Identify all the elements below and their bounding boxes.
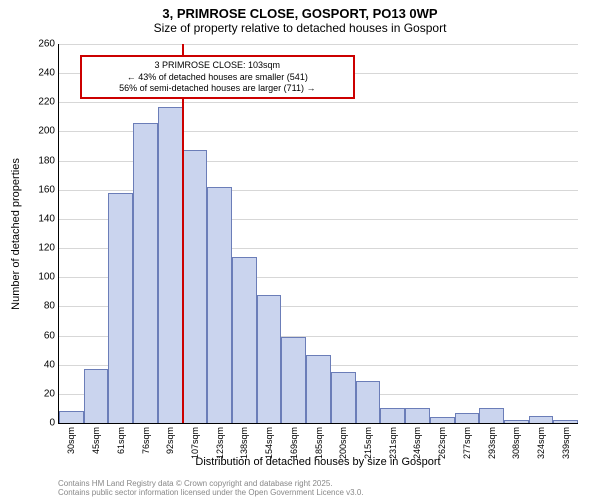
- x-tick-label: 61sqm: [116, 427, 126, 454]
- y-tick-label: 100: [38, 272, 55, 283]
- x-tick-label: 185sqm: [314, 427, 324, 459]
- x-tick-label: 45sqm: [91, 427, 101, 454]
- x-tick-label: 324sqm: [536, 427, 546, 459]
- y-tick-label: 0: [49, 418, 55, 429]
- x-tick-label: 107sqm: [190, 427, 200, 459]
- annotation-line3: 56% of semi-detached houses are larger (…: [88, 83, 347, 94]
- reference-marker-line: [182, 44, 184, 423]
- x-tick-label: 246sqm: [412, 427, 422, 459]
- histogram-bar: [455, 413, 480, 423]
- y-tick-label: 40: [44, 359, 55, 370]
- x-tick-label: 76sqm: [141, 427, 151, 454]
- x-tick-label: 138sqm: [239, 427, 249, 459]
- annotation-box: 3 PRIMROSE CLOSE: 103sqm ← 43% of detach…: [80, 55, 355, 99]
- histogram-bar: [281, 337, 306, 423]
- y-tick-label: 180: [38, 155, 55, 166]
- y-axis-label: Number of detached properties: [10, 158, 22, 310]
- histogram-bar: [306, 355, 331, 424]
- histogram-bar: [207, 187, 232, 423]
- footer-attribution: Contains HM Land Registry data © Crown c…: [58, 480, 364, 498]
- x-tick-label: 92sqm: [165, 427, 175, 454]
- x-tick-label: 169sqm: [289, 427, 299, 459]
- y-tick-label: 20: [44, 388, 55, 399]
- x-tick-label: 262sqm: [437, 427, 447, 459]
- x-tick-label: 215sqm: [363, 427, 373, 459]
- y-tick-label: 260: [38, 39, 55, 50]
- histogram-bar: [133, 123, 158, 423]
- x-tick-label: 200sqm: [338, 427, 348, 459]
- chart-container: 3, PRIMROSE CLOSE, GOSPORT, PO13 0WP Siz…: [0, 0, 600, 500]
- histogram-bar: [232, 257, 257, 423]
- y-tick-label: 240: [38, 68, 55, 79]
- histogram-bar: [356, 381, 381, 423]
- x-axis-label: Distribution of detached houses by size …: [58, 456, 578, 468]
- histogram-bar: [504, 420, 529, 423]
- x-tick-label: 308sqm: [511, 427, 521, 459]
- histogram-bar: [430, 417, 455, 423]
- x-tick-label: 339sqm: [561, 427, 571, 459]
- y-tick-label: 80: [44, 301, 55, 312]
- histogram-bar: [479, 408, 504, 423]
- x-tick-label: 277sqm: [462, 427, 472, 459]
- histogram-bar: [405, 408, 430, 423]
- annotation-line1: 3 PRIMROSE CLOSE: 103sqm: [88, 60, 347, 71]
- histogram-bar: [553, 420, 578, 423]
- y-tick-label: 220: [38, 97, 55, 108]
- histogram-bar: [158, 107, 183, 423]
- histogram-bar: [108, 193, 133, 423]
- y-tick-label: 140: [38, 213, 55, 224]
- y-tick-label: 60: [44, 330, 55, 341]
- footer-line2: Contains public sector information licen…: [58, 489, 364, 498]
- x-tick-label: 30sqm: [66, 427, 76, 454]
- histogram-bar: [257, 295, 282, 423]
- histogram-bar: [331, 372, 356, 423]
- x-tick-label: 231sqm: [388, 427, 398, 459]
- x-tick-label: 293sqm: [487, 427, 497, 459]
- annotation-line2: ← 43% of detached houses are smaller (54…: [88, 72, 347, 83]
- histogram-bar: [529, 416, 554, 423]
- x-tick-label: 123sqm: [215, 427, 225, 459]
- chart-subtitle: Size of property relative to detached ho…: [0, 21, 600, 35]
- x-tick-label: 154sqm: [264, 427, 274, 459]
- plot-area: 020406080100120140160180200220240260 30s…: [58, 44, 578, 424]
- histogram-bar: [183, 150, 208, 423]
- histogram-bar: [59, 411, 84, 423]
- histogram-bar: [380, 408, 405, 423]
- chart-title: 3, PRIMROSE CLOSE, GOSPORT, PO13 0WP: [0, 0, 600, 21]
- y-tick-label: 160: [38, 184, 55, 195]
- bars-group: [59, 44, 578, 423]
- y-tick-label: 200: [38, 126, 55, 137]
- histogram-bar: [84, 369, 109, 423]
- y-tick-label: 120: [38, 243, 55, 254]
